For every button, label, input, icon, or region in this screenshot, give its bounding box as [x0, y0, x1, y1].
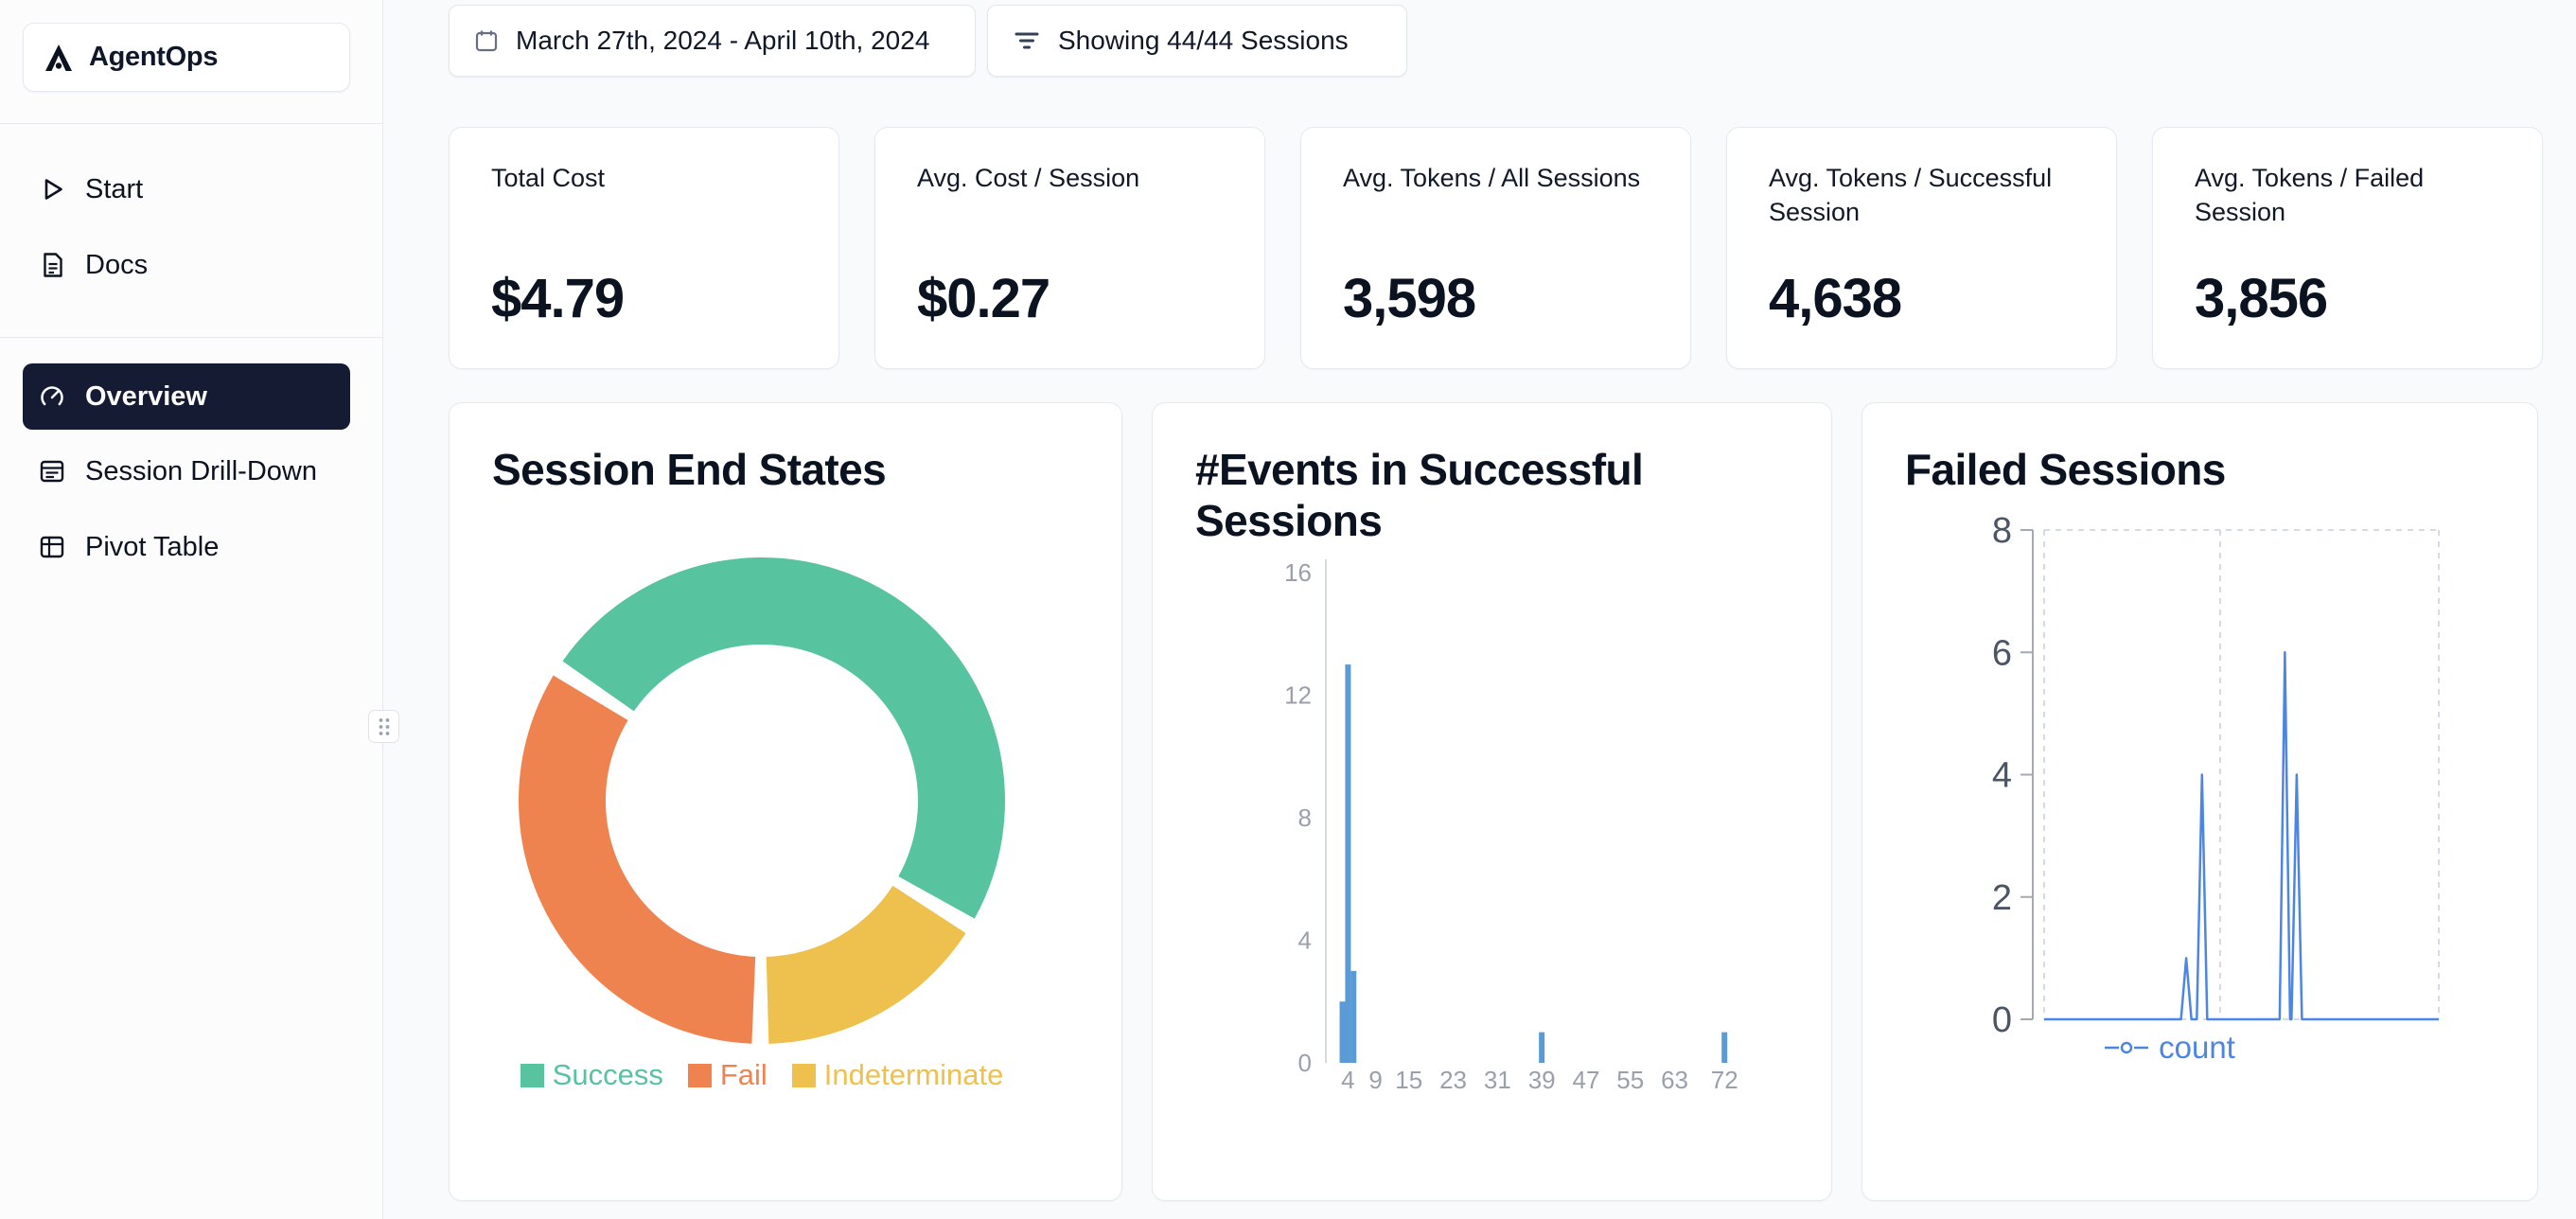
chart-title: Failed Sessions: [1905, 445, 2226, 494]
svg-text:4: 4: [1298, 927, 1312, 955]
stat-card-avg-tokens-all: Avg. Tokens / All Sessions 3,598: [1300, 127, 1691, 369]
stat-card-avg-tokens-successful: Avg. Tokens / Successful Session 4,638: [1726, 127, 2117, 369]
svg-text:31: 31: [1484, 1066, 1511, 1094]
events-histogram-card: #Events in Successful Sessions 0 4 8 12 16 4 9…: [1152, 402, 1832, 1201]
svg-text:16: 16: [1284, 558, 1312, 587]
donut-legend-indeterminate[interactable]: Indeterminate: [791, 1058, 1004, 1092]
legend-swatch: [687, 1063, 712, 1087]
stat-label: Avg. Tokens / All Sessions: [1343, 164, 1641, 192]
session-end-states-card: Session End States Success Fail Indetermin…: [449, 402, 1122, 1201]
legend-label: Indeterminate: [823, 1058, 1004, 1091]
svg-text:2: 2: [1992, 878, 2012, 918]
gauge-icon: [41, 386, 63, 406]
svg-text:39: 39: [1528, 1066, 1556, 1094]
sidebar-item-label: Docs: [85, 249, 149, 280]
stat-card-total-cost: Total Cost $4.79: [449, 127, 839, 369]
svg-text:4: 4: [1992, 756, 2012, 796]
svg-text:15: 15: [1395, 1066, 1422, 1094]
sidebar-divider: [0, 337, 382, 338]
sidebar-item-label: Start: [85, 173, 144, 204]
agentops-logo-icon: [45, 44, 72, 71]
failed-sessions-line-chart: 0 2 4 6 8: [1992, 511, 2440, 1040]
sidebar: AgentOps Start Docs Overview Se: [0, 0, 383, 1219]
charts-row: Session End States Success Fail Indetermin…: [449, 402, 2538, 1201]
session-end-states-donut-chart: [518, 557, 1005, 1044]
stat-label: Total Cost: [491, 164, 606, 192]
date-range-label: March 27th, 2024 - April 10th, 2024: [516, 26, 930, 55]
donut-slice-success: [562, 557, 1005, 919]
stat-label: Avg. Cost / Session: [917, 164, 1140, 192]
donut-slice-fail: [518, 675, 756, 1044]
app-name: AgentOps: [89, 42, 219, 72]
app-logo[interactable]: AgentOps: [23, 23, 350, 92]
chart-title: #Events in Successful Sessions: [1195, 445, 1644, 545]
session-filter-button[interactable]: Showing 44/44 Sessions: [987, 5, 1407, 77]
play-icon: [44, 179, 62, 200]
sidebar-item-label: Overview: [85, 380, 207, 412]
chart-title: Session End States: [492, 445, 887, 494]
svg-text:4: 4: [1341, 1066, 1354, 1094]
document-icon: [44, 253, 62, 277]
date-range-button[interactable]: March 27th, 2024 - April 10th, 2024: [449, 5, 976, 77]
failed-sessions-card: Failed Sessions 0 2 4 6 8 count: [1861, 402, 2538, 1201]
sidebar-item-label: Session Drill-Down: [85, 455, 317, 486]
svg-text:63: 63: [1661, 1066, 1688, 1094]
svg-text:47: 47: [1572, 1066, 1599, 1094]
donut-legend: Success Fail Indeterminate: [450, 1058, 1074, 1092]
donut-slice-indeterminate: [766, 885, 966, 1044]
sidebar-resize-handle[interactable]: [368, 710, 399, 743]
sidebar-divider: [0, 123, 382, 124]
sidebar-item-docs[interactable]: Docs: [23, 232, 350, 298]
svg-text:6: 6: [1992, 633, 2012, 673]
session-list-icon: [40, 460, 64, 483]
svg-text:0: 0: [1992, 1000, 2012, 1040]
stat-card-avg-tokens-failed: Avg. Tokens / Failed Session 3,856: [2152, 127, 2543, 369]
svg-text:12: 12: [1284, 681, 1312, 710]
svg-text:0: 0: [1298, 1049, 1312, 1077]
stat-card-avg-cost-session: Avg. Cost / Session $0.27: [874, 127, 1265, 369]
count-legend-marker: [2105, 1041, 2149, 1054]
calendar-icon: [475, 30, 498, 52]
sidebar-item-label: Pivot Table: [85, 531, 220, 562]
stat-value: $0.27: [917, 268, 1050, 329]
svg-text:8: 8: [1992, 511, 2012, 551]
stat-value: $4.79: [491, 268, 625, 329]
sidebar-item-session-drill-down[interactable]: Session Drill-Down: [23, 438, 350, 504]
stat-value: 3,856: [2195, 268, 2328, 329]
count-legend-label: count: [2159, 1030, 2235, 1065]
svg-text:9: 9: [1368, 1066, 1382, 1094]
stat-value: 4,638: [1769, 268, 1902, 329]
sidebar-item-start[interactable]: Start: [23, 156, 350, 222]
svg-text:55: 55: [1616, 1066, 1644, 1094]
filter-icon: [1015, 32, 1039, 49]
legend-label: Success: [552, 1058, 663, 1091]
pivot-table-icon: [40, 536, 64, 558]
stat-label: Avg. Tokens / Successful Session: [1769, 164, 2053, 226]
sidebar-item-pivot-table[interactable]: Pivot Table: [23, 514, 350, 580]
count-legend[interactable]: count: [1957, 1030, 2383, 1066]
sidebar-item-overview[interactable]: Overview: [23, 363, 350, 430]
legend-swatch: [791, 1063, 816, 1087]
legend-swatch: [520, 1063, 544, 1087]
svg-text:23: 23: [1439, 1066, 1467, 1094]
donut-legend-success[interactable]: Success: [520, 1058, 663, 1092]
stats-row: Total Cost $4.79 Avg. Cost / Session $0.…: [449, 127, 2543, 369]
grip-dots-icon: [379, 717, 389, 735]
session-filter-label: Showing 44/44 Sessions: [1058, 26, 1349, 55]
svg-text:72: 72: [1711, 1066, 1738, 1094]
donut-legend-fail[interactable]: Fail: [687, 1058, 768, 1092]
legend-label: Fail: [719, 1058, 768, 1091]
svg-text:8: 8: [1298, 804, 1312, 832]
stat-label: Avg. Tokens / Failed Session: [2195, 164, 2425, 226]
stat-value: 3,598: [1343, 268, 1476, 329]
